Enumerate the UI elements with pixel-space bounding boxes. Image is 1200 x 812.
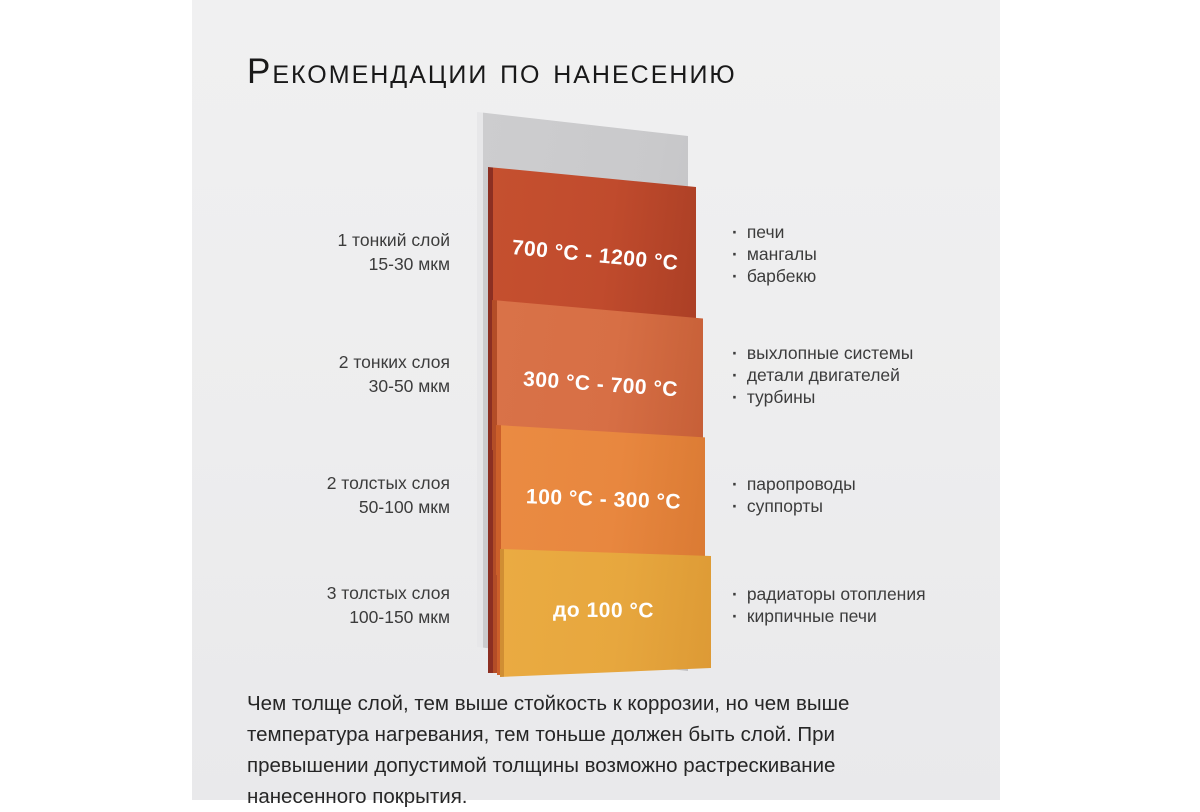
coat-label: 2 тонких слоя 30-50 мкм bbox=[217, 350, 450, 398]
uses-item: суппорты bbox=[732, 495, 856, 517]
coat-count: 3 толстых слоя bbox=[326, 583, 450, 603]
uses-item: детали двигателей bbox=[732, 364, 913, 386]
page-title: Рекомендации по нанесению bbox=[247, 52, 737, 91]
coat-label: 3 толстых слоя 100-150 мкм bbox=[217, 581, 450, 629]
footer-note: Чем толще слой, тем выше стойкость к кор… bbox=[247, 692, 850, 808]
coat-thickness: 100-150 мкм bbox=[349, 607, 450, 627]
uses-list: радиаторы отопления кирпичные печи bbox=[732, 583, 926, 627]
uses-list: паропроводы суппорты bbox=[732, 473, 856, 517]
infographic-card: Рекомендации по нанесению 700 °C - 1200 … bbox=[192, 0, 1000, 808]
uses-list: печи мангалы барбекю bbox=[732, 221, 817, 287]
uses-item: радиаторы отопления bbox=[732, 583, 926, 605]
uses-item: выхлопные системы bbox=[732, 342, 914, 364]
coat-label: 2 толстых слоя 50-100 мкм bbox=[217, 471, 450, 519]
uses-item: мангалы bbox=[732, 243, 817, 265]
uses-item: паропроводы bbox=[732, 473, 856, 495]
coating-layers-diagram: 700 °C - 1200 °C 300 °C - 700 °C 100 °C … bbox=[192, 0, 1000, 800]
layer-slab-700-1200-edge bbox=[488, 320, 493, 673]
uses-item: турбины bbox=[732, 386, 913, 408]
coat-thickness: 15-30 мкм bbox=[368, 254, 450, 274]
coat-label: 1 тонкий слой 15-30 мкм bbox=[217, 228, 450, 276]
layer-slab-under-100 bbox=[500, 549, 711, 677]
coat-count: 2 тонких слоя bbox=[338, 352, 450, 372]
coat-count: 2 толстых слоя bbox=[326, 473, 450, 493]
layer-slab-300-700-edge bbox=[493, 440, 497, 673]
uses-item: кирпичные печи bbox=[732, 605, 926, 627]
coat-count: 1 тонкий слой bbox=[337, 230, 450, 250]
uses-item: печи bbox=[732, 221, 817, 243]
temp-range-label: до 100 °C bbox=[552, 598, 655, 623]
coat-thickness: 50-100 мкм bbox=[358, 497, 450, 517]
uses-list: выхлопные системы детали двигателей турб… bbox=[732, 342, 914, 408]
layer-slab-100-300-edge bbox=[497, 565, 501, 675]
coat-thickness: 30-50 мкм bbox=[368, 376, 450, 396]
uses-item: барбекю bbox=[732, 265, 817, 287]
